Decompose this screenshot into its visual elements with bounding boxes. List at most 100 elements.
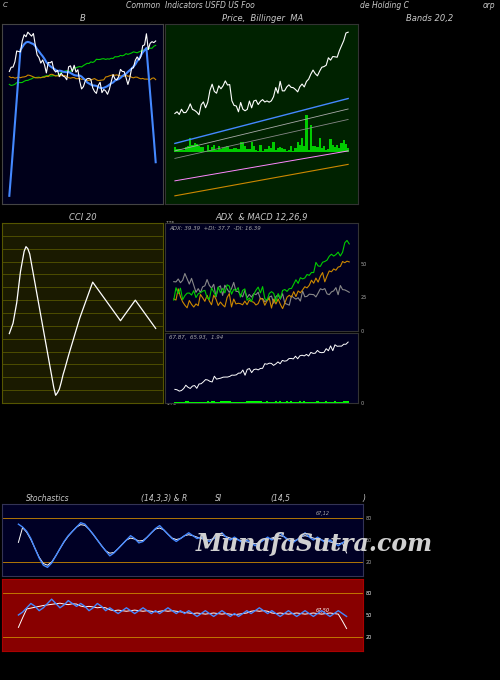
Bar <box>268 146 270 152</box>
Bar <box>250 401 252 403</box>
Bar <box>306 115 308 152</box>
Bar <box>184 401 187 403</box>
Bar <box>228 150 231 152</box>
Bar <box>213 145 216 152</box>
Bar <box>288 402 290 403</box>
Bar <box>244 402 246 403</box>
Bar <box>198 146 200 152</box>
Bar <box>180 402 182 403</box>
Bar <box>270 402 272 403</box>
Bar <box>340 402 342 403</box>
Bar <box>316 401 318 403</box>
Bar <box>211 147 213 152</box>
Bar <box>306 402 308 403</box>
Bar <box>332 402 334 403</box>
Bar <box>312 402 314 403</box>
Bar <box>194 402 196 403</box>
Text: B: B <box>80 14 86 23</box>
Text: (14,5: (14,5 <box>270 494 290 503</box>
Text: 67,12: 67,12 <box>316 511 330 516</box>
Bar <box>294 148 296 152</box>
Bar <box>235 148 238 152</box>
Text: ): ) <box>362 494 366 503</box>
Bar <box>296 402 299 403</box>
Text: ADX  & MACD 12,26,9: ADX & MACD 12,26,9 <box>215 213 308 222</box>
Bar <box>235 402 238 403</box>
Bar <box>209 150 211 152</box>
Bar <box>281 402 283 403</box>
Bar <box>325 150 328 152</box>
Text: MunafaSutra.com: MunafaSutra.com <box>196 532 432 556</box>
Bar <box>178 402 180 403</box>
Bar <box>242 142 244 152</box>
Bar <box>220 149 222 152</box>
Bar <box>213 401 216 403</box>
Text: C: C <box>2 2 7 8</box>
Bar <box>260 145 262 152</box>
Bar <box>277 402 279 403</box>
Bar <box>174 402 176 403</box>
Bar <box>246 401 248 403</box>
Bar <box>184 147 187 152</box>
Bar <box>206 401 209 403</box>
Bar <box>231 402 233 403</box>
Bar <box>340 143 342 152</box>
Bar <box>244 146 246 152</box>
Bar <box>224 401 226 403</box>
Bar <box>178 149 180 152</box>
Bar <box>274 150 277 152</box>
Bar <box>323 146 325 152</box>
Bar <box>281 148 283 152</box>
Bar <box>338 148 340 152</box>
Bar <box>180 150 182 152</box>
Bar <box>320 148 323 152</box>
Bar <box>192 145 194 152</box>
Text: (14,3,3) & R: (14,3,3) & R <box>140 494 187 503</box>
Bar <box>338 402 340 403</box>
Bar <box>290 401 292 403</box>
Text: 67.87,  65.93,  1.94: 67.87, 65.93, 1.94 <box>169 335 223 340</box>
Bar <box>233 402 235 403</box>
Text: Common  Indicators USFD US Foo: Common Indicators USFD US Foo <box>126 1 254 10</box>
Text: Price,  Billinger  MA: Price, Billinger MA <box>222 14 303 23</box>
Text: Stochastics: Stochastics <box>26 494 70 503</box>
Bar <box>328 149 330 152</box>
Bar <box>347 148 349 152</box>
Bar <box>310 125 312 152</box>
Bar <box>342 401 345 403</box>
Bar <box>209 402 211 403</box>
Bar <box>268 402 270 403</box>
Bar <box>222 148 224 152</box>
Bar <box>279 147 281 152</box>
Bar <box>257 150 260 152</box>
Bar <box>264 402 266 403</box>
Text: ADX: 39.39  +DI: 37.7  -DI: 16.39: ADX: 39.39 +DI: 37.7 -DI: 16.39 <box>169 226 260 231</box>
Bar <box>218 146 220 152</box>
Bar <box>216 150 218 152</box>
Bar <box>176 149 178 152</box>
Bar <box>238 150 240 152</box>
Bar <box>342 140 345 152</box>
Bar <box>262 402 264 403</box>
Bar <box>303 146 306 152</box>
Text: CCI 20: CCI 20 <box>68 213 96 222</box>
Bar <box>260 401 262 403</box>
Bar <box>242 402 244 403</box>
Bar <box>204 402 206 403</box>
Bar <box>266 401 268 403</box>
Bar <box>314 146 316 152</box>
Bar <box>228 401 231 403</box>
Bar <box>257 401 260 403</box>
Bar <box>336 146 338 152</box>
Bar <box>202 147 204 152</box>
Bar <box>272 402 274 403</box>
Bar <box>310 402 312 403</box>
Bar <box>182 150 184 152</box>
Bar <box>248 149 250 152</box>
Bar <box>345 143 347 152</box>
Bar <box>226 401 228 403</box>
Bar <box>334 401 336 403</box>
Bar <box>272 141 274 152</box>
Bar <box>336 402 338 403</box>
Bar <box>248 401 250 403</box>
